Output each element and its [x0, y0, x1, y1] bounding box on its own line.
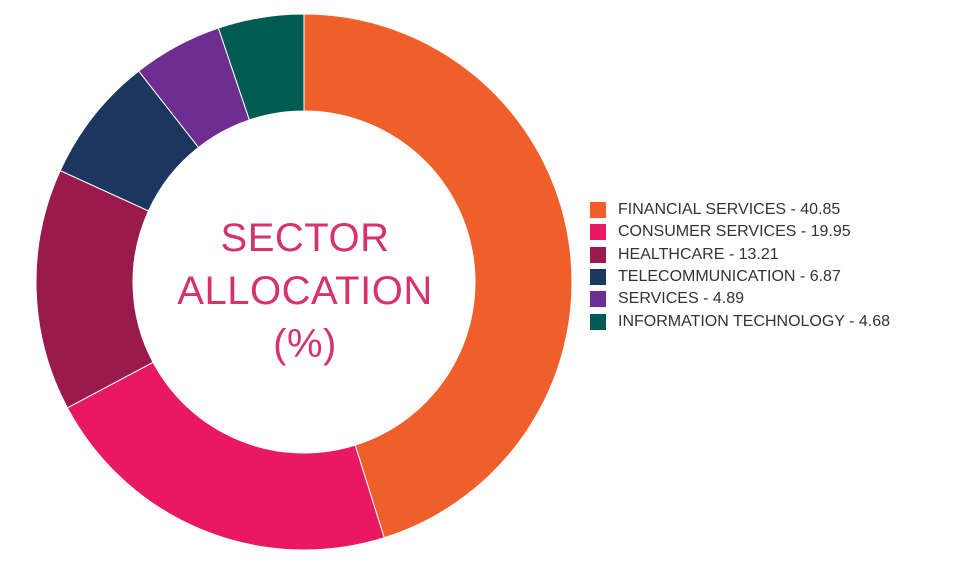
chart-title-line-3: (%)	[273, 322, 337, 366]
legend-item: CONSUMER SERVICES - 19.95	[590, 221, 950, 243]
legend-label: INFORMATION TECHNOLOGY - 4.68	[618, 312, 891, 330]
chart-title: SECTOR ALLOCATION (%)	[145, 212, 465, 371]
legend-item: TELECOMMUNICATION - 6.87	[590, 266, 950, 288]
legend-label: TELECOMMUNICATION - 6.87	[618, 268, 841, 286]
legend-swatch	[590, 202, 606, 219]
legend-label: HEALTHCARE - 13.21	[618, 245, 779, 263]
slice-information-technology	[217, 13, 305, 121]
legend-item: HEALTHCARE - 13.21	[590, 244, 950, 266]
chart-title-line-2: ALLOCATION	[177, 269, 433, 313]
legend-swatch	[590, 313, 606, 330]
legend-item: FINANCIAL SERVICES - 40.85	[590, 199, 950, 221]
legend-swatch	[590, 224, 606, 241]
chart-title-line-1: SECTOR	[220, 216, 390, 260]
slice-consumer-services	[66, 361, 385, 551]
legend-label: FINANCIAL SERVICES - 40.85	[618, 201, 841, 219]
legend-label: SERVICES - 4.89	[618, 290, 744, 308]
legend: FINANCIAL SERVICES - 40.85 CONSUMER SERVI…	[590, 199, 950, 333]
legend-swatch	[590, 269, 606, 286]
donut-slices	[35, 13, 573, 551]
legend-swatch	[590, 291, 606, 308]
slice-financial-services	[303, 13, 573, 539]
legend-swatch	[590, 246, 606, 263]
legend-item: INFORMATION TECHNOLOGY - 4.68	[590, 310, 950, 332]
legend-item: SERVICES - 4.89	[590, 288, 950, 310]
legend-label: CONSUMER SERVICES - 19.95	[618, 223, 851, 241]
